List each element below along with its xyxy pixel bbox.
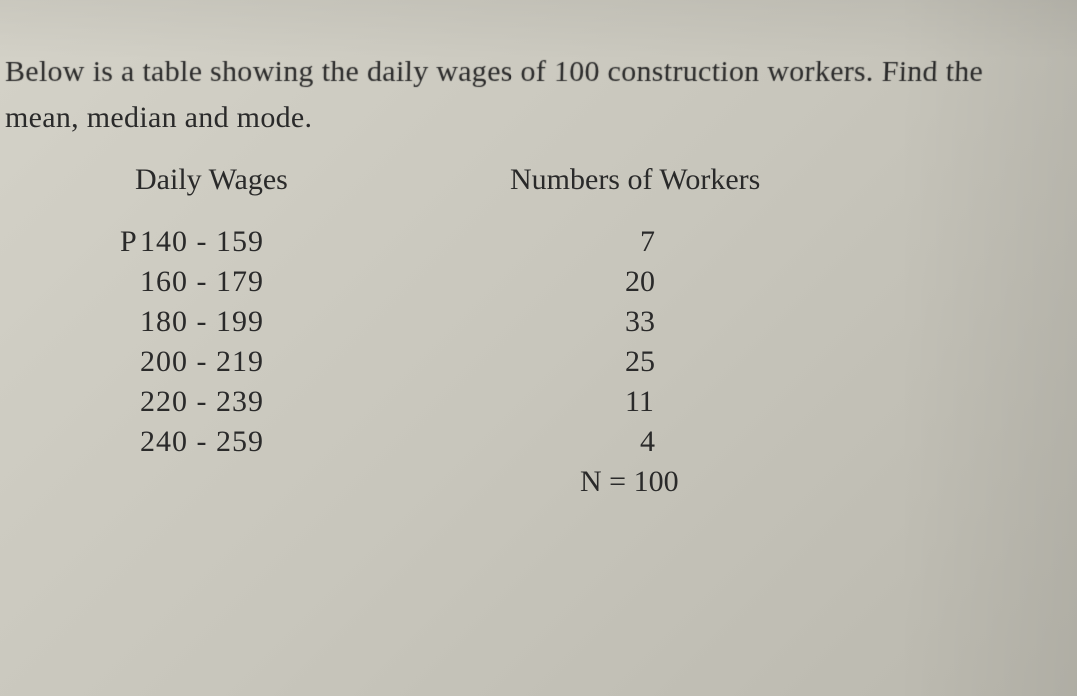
table-row: 220 - 239 11 — [5, 385, 1077, 419]
table-body: P140 - 1597160 - 17920180 - 19933200 - 2… — [5, 225, 1077, 459]
total-cell: N = 100 — [445, 465, 679, 499]
worker-count-cell: 20 — [445, 265, 1077, 299]
wage-range-value: 220 - 239 — [140, 385, 264, 418]
worker-count-cell: 25 — [445, 345, 1077, 379]
worker-count-cell: 4 — [445, 425, 1077, 459]
table-row: P140 - 1597 — [5, 225, 1077, 259]
currency-prefix: P — [120, 225, 140, 259]
wage-range-cell: 220 - 239 — [5, 385, 445, 419]
worker-count-cell: 7 — [445, 225, 1077, 259]
table-headers: Daily Wages Numbers of Workers — [5, 163, 1077, 197]
worker-count-cell: 33 — [445, 305, 1077, 339]
worker-count-cell: 11 — [445, 385, 1077, 419]
table-row: 160 - 179 20 — [5, 265, 1077, 299]
table-row: 200 - 219 25 — [5, 345, 1077, 379]
header-workers: Numbers of Workers — [445, 163, 1077, 197]
total-label: N = — [580, 465, 626, 498]
wage-range-cell: 160 - 179 — [5, 265, 445, 299]
wage-range-cell: P140 - 159 — [5, 225, 445, 259]
wage-range-cell: 240 - 259 — [5, 425, 445, 459]
wage-range-value: 140 - 159 — [140, 225, 264, 258]
page-content: Below is a table showing the daily wages… — [0, 0, 1077, 499]
wage-range-cell: 200 - 219 — [5, 345, 445, 379]
wages-table: Daily Wages Numbers of Workers P140 - 15… — [0, 163, 1077, 499]
wage-range-value: 180 - 199 — [140, 305, 264, 338]
total-value: 100 — [634, 465, 679, 498]
table-total-row: N = 100 — [5, 465, 1077, 499]
question-text-line2: mean, median and mode. — [0, 101, 1077, 135]
header-wages: Daily Wages — [5, 163, 445, 197]
wage-range-value: 160 - 179 — [140, 265, 264, 298]
question-text-line1: Below is a table showing the daily wages… — [0, 55, 1077, 89]
wage-range-value: 240 - 259 — [140, 425, 264, 458]
table-row: 240 - 259 4 — [5, 425, 1077, 459]
wage-range-cell: 180 - 199 — [5, 305, 445, 339]
wage-range-value: 200 - 219 — [140, 345, 264, 378]
table-row: 180 - 199 33 — [5, 305, 1077, 339]
